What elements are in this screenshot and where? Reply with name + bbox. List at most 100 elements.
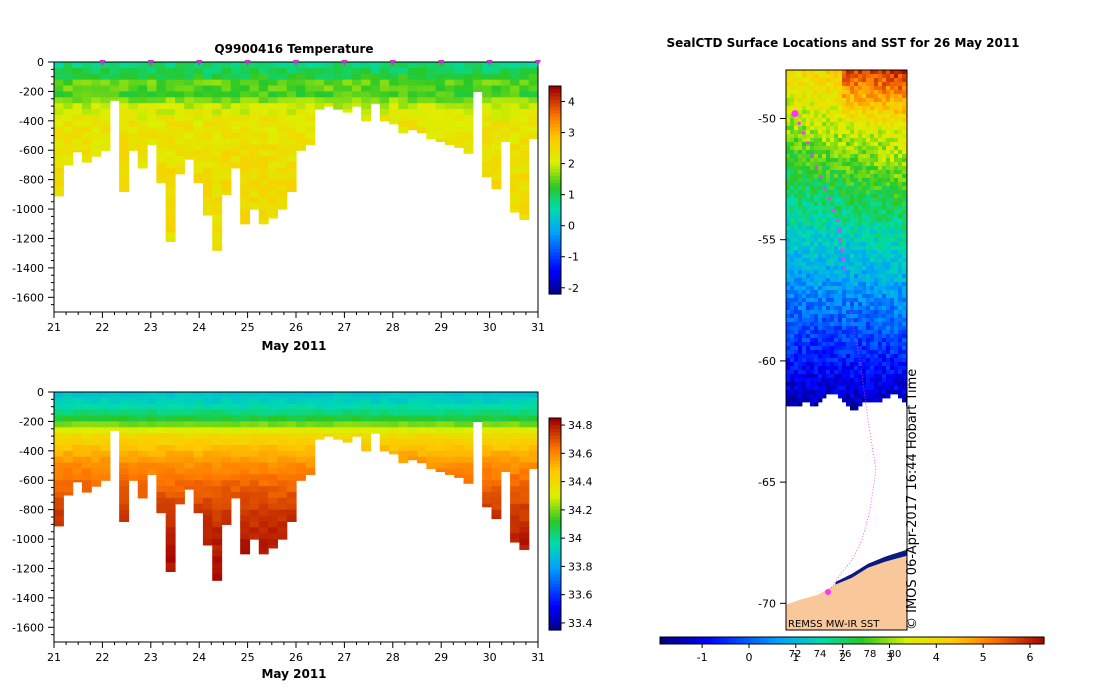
- sst-cell: [862, 126, 867, 131]
- profile-cell: [119, 397, 130, 405]
- profile-cell: [472, 67, 483, 75]
- sst-cell: [878, 350, 883, 355]
- profile-cell: [240, 444, 251, 452]
- profile-cell: [91, 474, 102, 481]
- sst-cell: [802, 290, 807, 295]
- profile-cell: [72, 480, 83, 483]
- sst-cell: [830, 134, 835, 139]
- sst-cell: [818, 374, 823, 379]
- sst-cell: [834, 166, 839, 171]
- colorbar-segment: [549, 120, 561, 125]
- sst-cell: [838, 254, 843, 259]
- sst-cell: [790, 390, 795, 395]
- sst-cell: [898, 338, 903, 343]
- sst-cell: [798, 74, 803, 79]
- sst-cell: [798, 206, 803, 211]
- sst-cell: [874, 262, 879, 267]
- sst-cell: [826, 242, 831, 247]
- sst-colorbar-segment: [900, 637, 905, 644]
- sst-cell: [874, 322, 879, 327]
- sst-cell: [902, 126, 907, 131]
- sst-cell: [846, 318, 851, 323]
- profile-column: [323, 62, 334, 107]
- sst-cell: [786, 290, 791, 295]
- sst-cell: [854, 82, 859, 87]
- sst-cell: [902, 174, 907, 179]
- sst-cell: [810, 210, 815, 215]
- sst-cell: [854, 150, 859, 155]
- sst-cell: [798, 390, 803, 395]
- profile-cell: [230, 156, 241, 163]
- sst-cell: [894, 266, 899, 271]
- sst-cell: [802, 178, 807, 183]
- sst-colorbar-segment: [748, 637, 753, 644]
- sst-cell: [870, 326, 875, 331]
- sst-cell: [806, 262, 811, 267]
- sst-cell: [874, 258, 879, 263]
- sst-cell: [830, 118, 835, 123]
- profile-cell: [305, 433, 316, 440]
- profile-cell: [389, 103, 399, 110]
- sst-cell: [878, 182, 883, 187]
- sst-cell: [830, 74, 835, 79]
- sst-cell: [838, 118, 843, 123]
- sst-cell: [834, 146, 839, 151]
- sst-cell: [854, 394, 859, 399]
- profile-cell: [72, 144, 83, 151]
- sst-cell: [902, 342, 907, 347]
- sst-cell: [866, 330, 871, 335]
- sst-cell: [858, 226, 863, 231]
- sst-cell: [894, 218, 899, 223]
- profile-cell: [184, 421, 195, 428]
- profile-cell: [240, 85, 251, 93]
- sst-colorbar-segment: [860, 637, 865, 644]
- profile-cell: [510, 120, 520, 128]
- profile-cell: [258, 191, 269, 198]
- sst-source-label: REMSS MW-IR SST: [788, 619, 880, 630]
- profile-cell: [296, 114, 306, 122]
- profile-cell: [63, 403, 74, 411]
- sst-cell: [898, 194, 903, 199]
- profile-cell: [119, 185, 130, 193]
- profile-cell: [147, 444, 157, 452]
- profile-cell: [91, 126, 102, 134]
- profile-cell: [249, 397, 260, 405]
- sst-cell: [862, 210, 867, 215]
- profile-cell: [510, 397, 520, 405]
- profile-cell: [156, 67, 167, 75]
- sst-cell: [810, 158, 815, 163]
- sst-cell: [862, 122, 867, 127]
- profile-cell: [230, 444, 241, 452]
- sst-cell: [790, 190, 795, 195]
- sst-cell: [850, 82, 855, 87]
- sst-cell: [886, 250, 891, 255]
- colorbar-segment: [549, 117, 561, 122]
- sst-cell: [898, 226, 903, 231]
- profile-cell: [193, 503, 204, 511]
- sst-cell: [814, 102, 819, 107]
- profile-cell: [193, 392, 204, 399]
- profile-cell: [277, 156, 288, 163]
- profile-cell: [398, 62, 409, 69]
- sst-cell: [898, 146, 903, 151]
- sst-cell: [794, 198, 799, 203]
- profile-cell: [119, 503, 130, 511]
- profile-cell: [212, 456, 223, 464]
- sst-cell: [838, 262, 843, 267]
- profile-cell: [342, 62, 353, 69]
- sst-cell: [838, 202, 843, 207]
- sst-cell: [862, 110, 867, 115]
- profile-cell: [510, 91, 520, 98]
- profile-cell: [175, 474, 185, 481]
- profile-cell: [147, 73, 157, 81]
- sst-cell: [842, 198, 847, 203]
- sst-cell: [806, 174, 811, 179]
- sst-cell: [890, 366, 895, 371]
- sst-cell: [822, 370, 827, 375]
- seal-location: [837, 228, 841, 232]
- sst-colorbar-minor-label: 78: [864, 649, 877, 660]
- profile-cell: [361, 409, 372, 417]
- sst-cell: [878, 86, 883, 91]
- profile-cell: [165, 474, 176, 481]
- sst-cell: [786, 354, 791, 359]
